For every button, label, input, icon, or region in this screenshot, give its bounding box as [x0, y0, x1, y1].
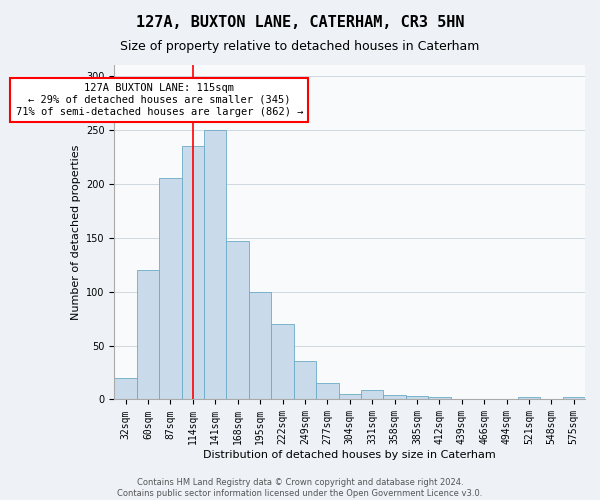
Bar: [226, 241, 249, 400]
Bar: [383, 395, 406, 400]
Bar: [249, 292, 271, 400]
Bar: [271, 324, 294, 400]
Bar: [115, 378, 137, 400]
Bar: [406, 396, 428, 400]
Bar: [428, 398, 451, 400]
Bar: [137, 270, 159, 400]
Bar: [204, 130, 226, 400]
Bar: [182, 146, 204, 400]
Bar: [338, 394, 361, 400]
Text: 127A BUXTON LANE: 115sqm
← 29% of detached houses are smaller (345)
71% of semi-: 127A BUXTON LANE: 115sqm ← 29% of detach…: [16, 84, 303, 116]
Bar: [563, 398, 585, 400]
Bar: [361, 390, 383, 400]
Text: Size of property relative to detached houses in Caterham: Size of property relative to detached ho…: [121, 40, 479, 53]
Bar: [316, 384, 338, 400]
X-axis label: Distribution of detached houses by size in Caterham: Distribution of detached houses by size …: [203, 450, 496, 460]
Bar: [159, 178, 182, 400]
Bar: [518, 398, 540, 400]
Y-axis label: Number of detached properties: Number of detached properties: [71, 144, 80, 320]
Text: Contains HM Land Registry data © Crown copyright and database right 2024.
Contai: Contains HM Land Registry data © Crown c…: [118, 478, 482, 498]
Text: 127A, BUXTON LANE, CATERHAM, CR3 5HN: 127A, BUXTON LANE, CATERHAM, CR3 5HN: [136, 15, 464, 30]
Bar: [294, 360, 316, 400]
